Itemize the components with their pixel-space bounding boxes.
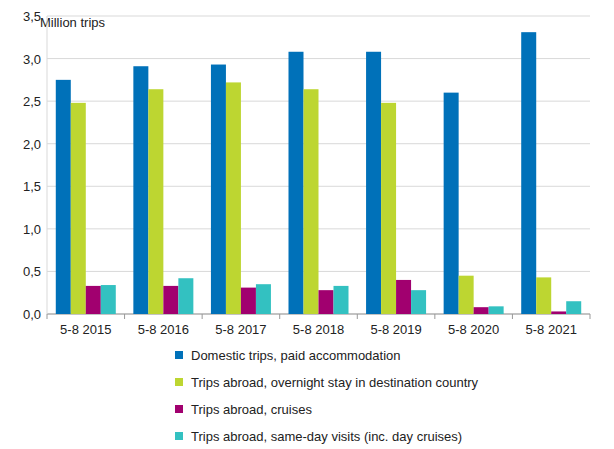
x-tick <box>124 314 125 319</box>
bar <box>304 89 319 314</box>
grid-line <box>47 58 590 59</box>
legend-label: Trips abroad, same-day visits (inc. day … <box>191 429 462 444</box>
bar <box>226 82 241 314</box>
x-tick-label: 5-8 2018 <box>293 322 344 337</box>
legend-label: Domestic trips, paid accommodation <box>191 348 401 363</box>
x-tick <box>434 314 435 319</box>
x-tick <box>47 314 48 319</box>
bar <box>474 307 489 314</box>
bar <box>101 285 116 314</box>
x-tick-label: 5-8 2015 <box>60 322 111 337</box>
bar <box>241 288 256 314</box>
y-tick-label: 3,5 <box>23 9 41 24</box>
legend-swatch <box>175 351 183 359</box>
bar <box>551 311 566 314</box>
bar <box>56 80 71 314</box>
y-axis-label: Million trips <box>40 15 106 30</box>
bar <box>256 284 271 314</box>
bars <box>56 32 581 314</box>
bar <box>411 290 426 314</box>
bar <box>396 280 411 314</box>
bar <box>86 286 101 314</box>
y-axis <box>47 16 48 314</box>
x-tick-label: 5-8 2016 <box>138 322 189 337</box>
bar <box>521 32 536 314</box>
bar <box>366 52 381 314</box>
x-tick <box>279 314 280 319</box>
x-tick <box>590 314 591 319</box>
x-tick-label: 5-8 2019 <box>370 322 421 337</box>
y-tick-label: 2,0 <box>23 137 41 152</box>
legend-swatch <box>175 405 183 413</box>
bar <box>319 290 334 314</box>
bar <box>536 277 551 314</box>
legend-label: Trips abroad, cruises <box>191 402 312 417</box>
bar <box>566 301 581 314</box>
legend-swatch <box>175 432 183 440</box>
y-tick-label: 2,5 <box>23 94 41 109</box>
bar <box>444 93 459 314</box>
bar <box>178 278 193 314</box>
bar <box>71 103 86 314</box>
y-tick-label: 3,0 <box>23 52 41 67</box>
y-tick-label: 0,5 <box>23 264 41 279</box>
x-tick-label: 5-8 2020 <box>448 322 499 337</box>
legend: Domestic trips, paid accommodation Trips … <box>175 348 479 444</box>
x-tick-label: 5-8 2021 <box>526 322 577 337</box>
y-tick-label: 1,5 <box>23 179 41 194</box>
y-tick-label: 1,0 <box>23 222 41 237</box>
bar <box>289 52 304 314</box>
bar <box>381 103 396 314</box>
x-tick <box>202 314 203 319</box>
bar <box>211 65 226 314</box>
y-tick-label: 0,0 <box>23 307 41 322</box>
x-tick-label: 5-8 2017 <box>215 322 266 337</box>
grid-line <box>47 16 590 17</box>
x-tick <box>512 314 513 319</box>
x-tick <box>357 314 358 319</box>
bar <box>163 286 178 314</box>
chart: Million trips 0,0 0,5 1,0 1,5 2,0 2,5 3,0 3,5 5-8… <box>0 0 614 449</box>
legend-label: Trips abroad, overnight stay in destinat… <box>191 375 479 390</box>
bar <box>334 286 349 314</box>
bar <box>148 89 163 314</box>
bar <box>133 66 148 314</box>
bar <box>459 276 474 314</box>
bar <box>489 306 504 314</box>
legend-swatch <box>175 378 183 386</box>
